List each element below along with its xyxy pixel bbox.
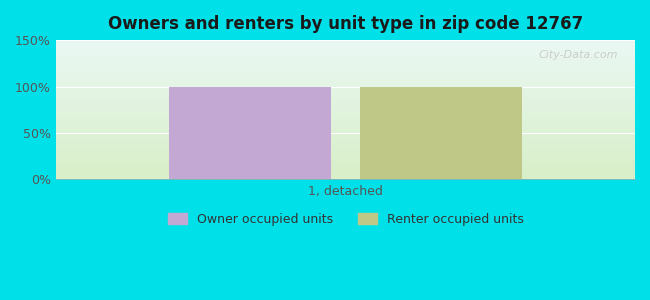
Bar [169,87,332,179]
Title: Owners and renters by unit type in zip code 12767: Owners and renters by unit type in zip c… [108,15,583,33]
Bar [360,87,522,179]
Legend: Owner occupied units, Renter occupied units: Owner occupied units, Renter occupied un… [168,213,523,226]
Text: City-Data.com: City-Data.com [538,50,617,60]
